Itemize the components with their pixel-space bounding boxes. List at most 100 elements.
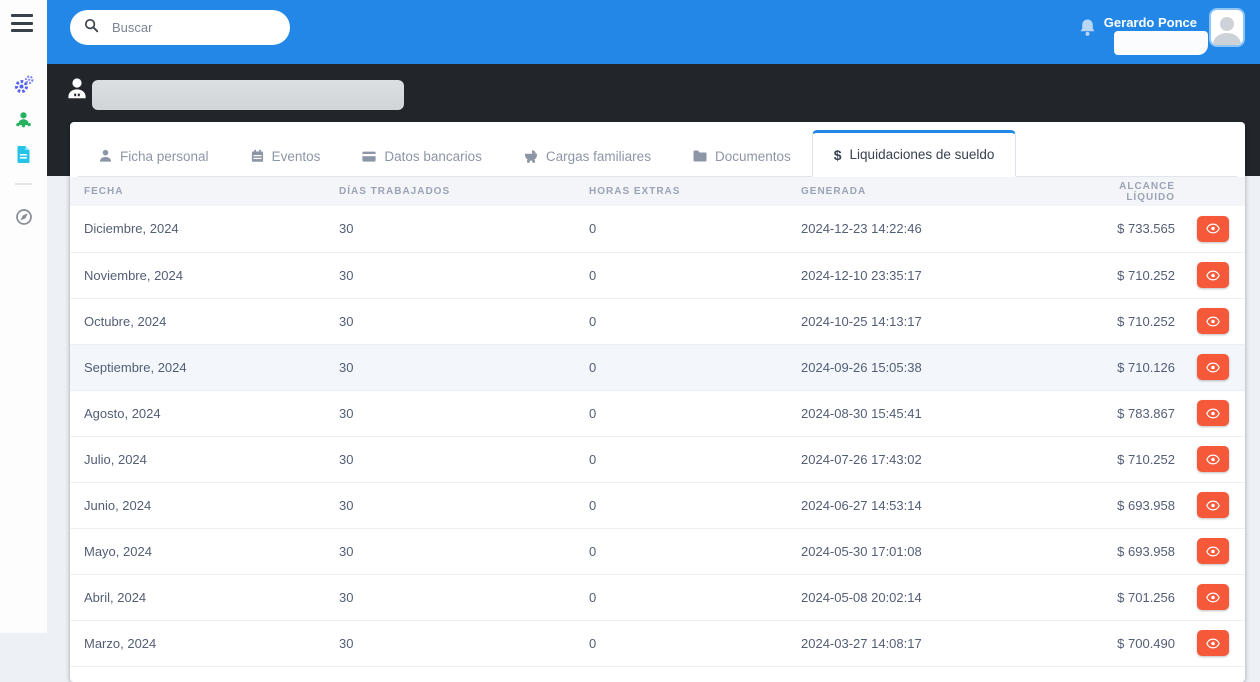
table-row: Octubre, 2024 30 0 2024-10-25 14:13:17 $ 710… xyxy=(70,298,1245,345)
actions-cell xyxy=(1181,528,1245,575)
dias-trabajados-cell: 30 xyxy=(339,252,589,299)
content-card: Ficha personal Eventos Datos bancarios C… xyxy=(70,122,1245,682)
fecha-cell: Mayo, 2024 xyxy=(70,528,339,575)
alcance-liquido-cell: $ 710.252 xyxy=(1093,298,1181,345)
fecha-cell: Abril, 2024 xyxy=(70,574,339,621)
table-row: Noviembre, 2024 30 0 2024-12-10 23:35:17 $ 7… xyxy=(70,252,1245,299)
generada-cell: 2024-12-23 14:22:46 xyxy=(801,206,1093,253)
alcance-liquido-cell: $ 700.490 xyxy=(1093,620,1181,667)
actions-cell xyxy=(1181,482,1245,529)
document-icon[interactable] xyxy=(0,146,47,167)
eye-icon xyxy=(1206,270,1220,280)
avatar-silhouette-icon xyxy=(1213,17,1241,45)
horas-extras-cell: 0 xyxy=(589,482,801,529)
alcance-liquido-cell: $ 710.126 xyxy=(1093,344,1181,391)
actions-cell xyxy=(1181,206,1245,253)
tab-cargas-familiares[interactable]: Cargas familiares xyxy=(503,136,672,176)
fecha-cell: Octubre, 2024 xyxy=(70,298,339,345)
menu-icon[interactable] xyxy=(11,14,35,32)
horas-extras-cell: 0 xyxy=(589,390,801,437)
sidebar xyxy=(0,0,47,633)
view-payslip-button[interactable] xyxy=(1197,308,1229,334)
tab-datos-bancarios[interactable]: Datos bancarios xyxy=(341,136,503,176)
header-alcance-liquido: ALCANCE LÍQUIDO xyxy=(1093,177,1181,206)
generada-cell: 2024-07-26 17:43:02 xyxy=(801,436,1093,483)
header-generada: GENERADA xyxy=(801,177,1093,206)
table-row: Abril, 2024 30 0 2024-05-08 20:02:14 $ 701.2… xyxy=(70,574,1245,621)
alcance-liquido-cell: $ 693.958 xyxy=(1093,482,1181,529)
eye-icon xyxy=(1206,408,1220,418)
user-icon xyxy=(66,76,88,105)
dias-trabajados-cell: 30 xyxy=(339,436,589,483)
bell-icon[interactable] xyxy=(1079,18,1096,40)
horas-extras-cell: 0 xyxy=(589,252,801,299)
actions-cell xyxy=(1181,436,1245,483)
actions-cell xyxy=(1181,344,1245,391)
dollar-icon: $ xyxy=(833,146,842,163)
table-row: Septiembre, 2024 30 0 2024-09-26 15:05:38 $ … xyxy=(70,344,1245,391)
search-box[interactable] xyxy=(70,10,290,45)
view-payslip-button[interactable] xyxy=(1197,400,1229,426)
sidebar-divider xyxy=(15,183,32,185)
table-header-row: FECHA DÍAS TRABAJADOS HORAS EXTRAS GENER… xyxy=(70,177,1245,206)
eye-icon xyxy=(1206,592,1220,602)
employee-name-plate xyxy=(92,80,404,110)
search-input[interactable] xyxy=(112,20,262,35)
actions-cell xyxy=(1181,390,1245,437)
dias-trabajados-cell: 30 xyxy=(339,298,589,345)
table-row: Mayo, 2024 30 0 2024-05-30 17:01:08 $ 693.95… xyxy=(70,528,1245,575)
table-row: Agosto, 2024 30 0 2024-08-30 15:45:41 $ 783.… xyxy=(70,390,1245,437)
table-row: Marzo, 2024 30 0 2024-03-27 14:08:17 $ 700.4… xyxy=(70,620,1245,667)
view-payslip-button[interactable] xyxy=(1197,630,1229,656)
user-icon xyxy=(99,149,112,162)
eye-icon xyxy=(1206,316,1220,326)
fecha-cell: Julio, 2024 xyxy=(70,436,339,483)
team-icon[interactable] xyxy=(0,111,47,131)
dias-trabajados-cell: 30 xyxy=(339,206,589,253)
user-subtitle xyxy=(1114,31,1208,55)
credit-card-icon xyxy=(362,151,376,162)
generada-cell: 2024-05-08 20:02:14 xyxy=(801,574,1093,621)
generada-cell: 2024-05-30 17:01:08 xyxy=(801,528,1093,575)
view-payslip-button[interactable] xyxy=(1197,538,1229,564)
view-payslip-button[interactable] xyxy=(1197,262,1229,288)
tab-documentos[interactable]: Documentos xyxy=(672,136,812,176)
actions-cell xyxy=(1181,252,1245,299)
view-payslip-button[interactable] xyxy=(1197,584,1229,610)
header-fecha: FECHA xyxy=(70,177,339,206)
alcance-liquido-cell: $ 693.958 xyxy=(1093,528,1181,575)
avatar[interactable] xyxy=(1209,8,1245,47)
alcance-liquido-cell: $ 710.252 xyxy=(1093,436,1181,483)
tab-ficha-personal[interactable]: Ficha personal xyxy=(78,136,230,176)
alcance-liquido-cell: $ 701.256 xyxy=(1093,574,1181,621)
tab-liquidaciones-de-sueldo[interactable]: $ Liquidaciones de sueldo xyxy=(811,130,1017,177)
table-row: Julio, 2024 30 0 2024-07-26 17:43:02 $ 710.2… xyxy=(70,436,1245,483)
view-payslip-button[interactable] xyxy=(1197,492,1229,518)
gears-icon[interactable] xyxy=(0,75,47,98)
view-payslip-button[interactable] xyxy=(1197,354,1229,380)
fecha-cell: Marzo, 2024 xyxy=(70,620,339,667)
generada-cell: 2024-10-25 14:13:17 xyxy=(801,298,1093,345)
horas-extras-cell: 0 xyxy=(589,620,801,667)
actions-cell xyxy=(1181,298,1245,345)
compass-icon[interactable] xyxy=(0,208,47,229)
horas-extras-cell: 0 xyxy=(589,344,801,391)
tab-eventos[interactable]: Eventos xyxy=(230,136,342,176)
user-name[interactable]: Gerardo Ponce xyxy=(1103,15,1197,30)
generada-cell: 2024-06-27 14:53:14 xyxy=(801,482,1093,529)
generada-cell: 2024-09-26 15:05:38 xyxy=(801,344,1093,391)
view-payslip-button[interactable] xyxy=(1197,446,1229,472)
horas-extras-cell: 0 xyxy=(589,206,801,253)
dias-trabajados-cell: 30 xyxy=(339,528,589,575)
eye-icon xyxy=(1206,223,1220,234)
fecha-cell: Agosto, 2024 xyxy=(70,390,339,437)
horas-extras-cell: 0 xyxy=(589,528,801,575)
top-navbar: Gerardo Ponce xyxy=(47,0,1260,64)
actions-cell xyxy=(1181,620,1245,667)
view-payslip-button[interactable] xyxy=(1197,215,1229,242)
fecha-cell: Junio, 2024 xyxy=(70,482,339,529)
table-row: Diciembre, 2024 30 0 2024-12-23 14:22:46 $ 7… xyxy=(70,206,1245,253)
header-dias-trabajados: DÍAS TRABAJADOS xyxy=(339,177,589,206)
fecha-cell: Noviembre, 2024 xyxy=(70,252,339,299)
eye-icon xyxy=(1206,362,1220,372)
